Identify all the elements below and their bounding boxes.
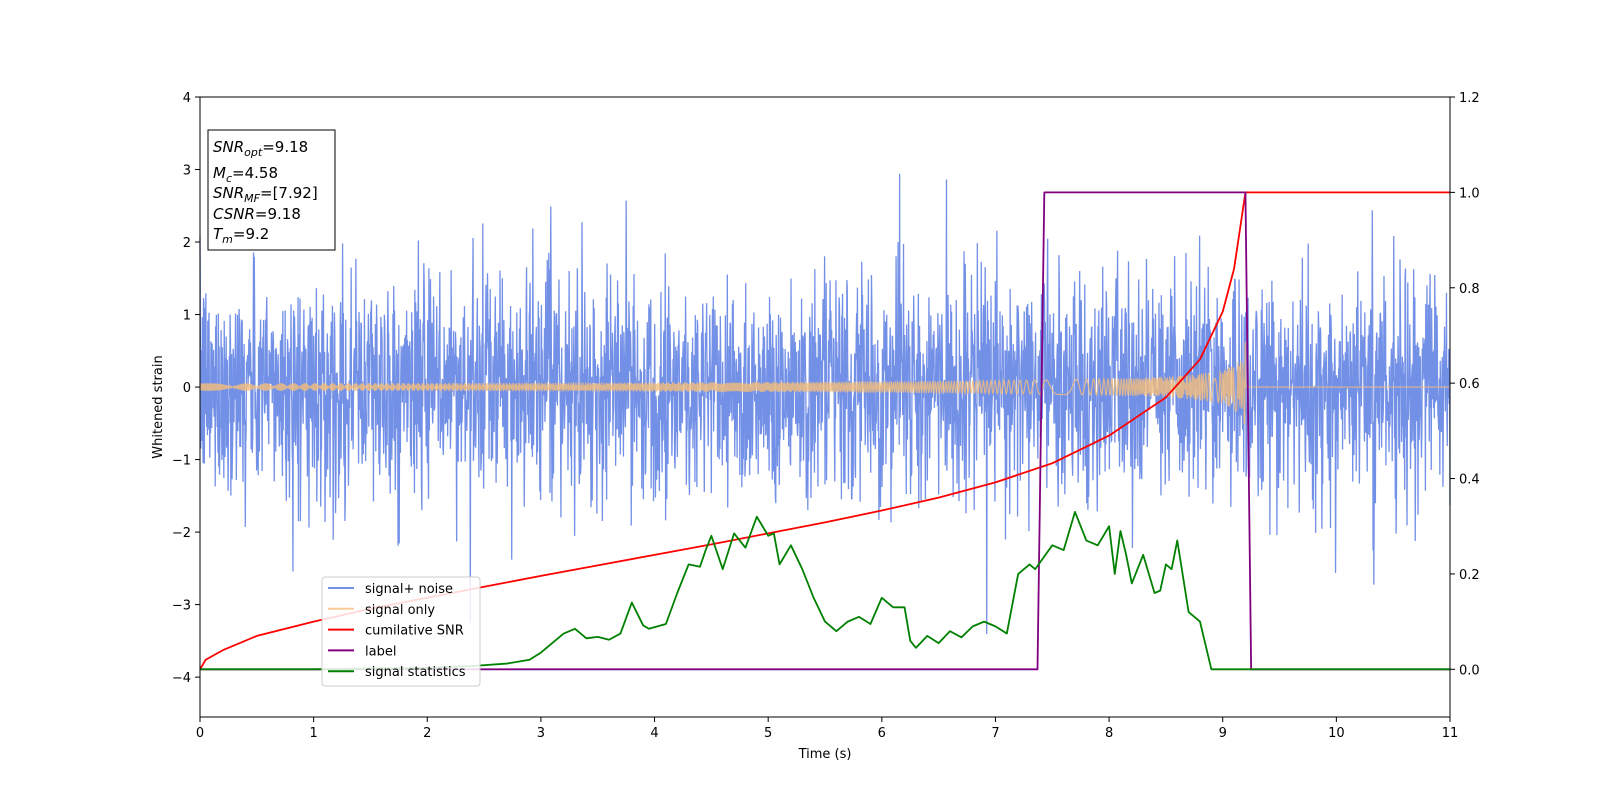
- y-right-tick-label: 0.4: [1459, 473, 1480, 488]
- x-tick-label: 11: [1442, 726, 1459, 741]
- series-signal-only: [199, 341, 1450, 425]
- info-box: SNRopt=9.18 Mc=4.58 SNRMF=[7.92] CSNR=9.…: [207, 129, 336, 251]
- legend-label: cumilative SNR: [365, 624, 464, 639]
- y-right-tick-label: 1.2: [1459, 91, 1480, 106]
- series-signal-noise: [199, 173, 1451, 635]
- y-left-tick-label: 2: [183, 236, 191, 251]
- x-tick-label: 3: [537, 726, 545, 741]
- y-left-tick-label: −3: [172, 599, 191, 614]
- y-axis-right: 1.2 1.0 0.8 0.6 0.4 0.2 0.0: [1450, 91, 1480, 678]
- y-left-tick-label: 4: [183, 91, 191, 106]
- y-right-tick-label: 0.8: [1459, 282, 1480, 297]
- plot-frame: [199, 96, 1451, 718]
- y-left-tick-label: 1: [183, 309, 191, 324]
- series-signal-statistics: [200, 511, 1450, 671]
- x-tick-label: 0: [196, 726, 204, 741]
- y-left-tick-label: 0: [183, 381, 191, 396]
- legend-label: signal only: [365, 603, 435, 618]
- x-tick-label: 10: [1328, 726, 1345, 741]
- x-axis: 0 1 2 3 4 5 6 7 8 9 10 11: [196, 717, 1458, 741]
- plot-data: [199, 173, 1451, 671]
- legend-frame: [321, 576, 481, 687]
- x-tick-label: 5: [764, 726, 772, 741]
- y-axis-left: 4 3 2 1 0 −1 −2 −3 −4: [172, 91, 200, 686]
- series-cumulative-snr: [199, 191, 1450, 670]
- x-tick-label: 7: [991, 726, 999, 741]
- x-tick-label: 1: [309, 726, 317, 741]
- legend-label: signal statistics: [365, 665, 466, 680]
- x-tick-label: 6: [878, 726, 886, 741]
- legend-label: label: [365, 644, 396, 659]
- info-snr-opt: SNRopt=9.18: [213, 138, 308, 159]
- info-csnr: CSNR=9.18: [213, 205, 301, 223]
- y-left-tick-label: −2: [172, 526, 191, 541]
- info-snr-mf: SNRMF=[7.92]: [213, 184, 318, 205]
- y-left-tick-label: 3: [183, 164, 191, 179]
- y-left-tick-label: −1: [172, 454, 191, 469]
- x-tick-label: 9: [1219, 726, 1227, 741]
- x-tick-label: 2: [423, 726, 431, 741]
- y-right-tick-label: 0.0: [1459, 663, 1480, 678]
- y-left-tick-label: −4: [172, 671, 191, 686]
- info-box-frame: [207, 129, 336, 251]
- info-mc: Mc=4.58: [213, 164, 278, 185]
- legend-label: signal+ noise: [365, 582, 453, 597]
- x-axis-title: Time (s): [798, 747, 852, 762]
- info-tm: Tm=9.2: [213, 225, 269, 246]
- y-axis-title: Whitened strain: [151, 355, 166, 458]
- y-right-tick-label: 1.0: [1459, 186, 1480, 201]
- x-tick-label: 8: [1105, 726, 1113, 741]
- legend: signal+ noise signal only cumilative SNR la…: [321, 576, 481, 687]
- x-tick-label: 4: [650, 726, 658, 741]
- y-right-tick-label: 0.6: [1459, 377, 1480, 392]
- y-right-tick-label: 0.2: [1459, 568, 1480, 583]
